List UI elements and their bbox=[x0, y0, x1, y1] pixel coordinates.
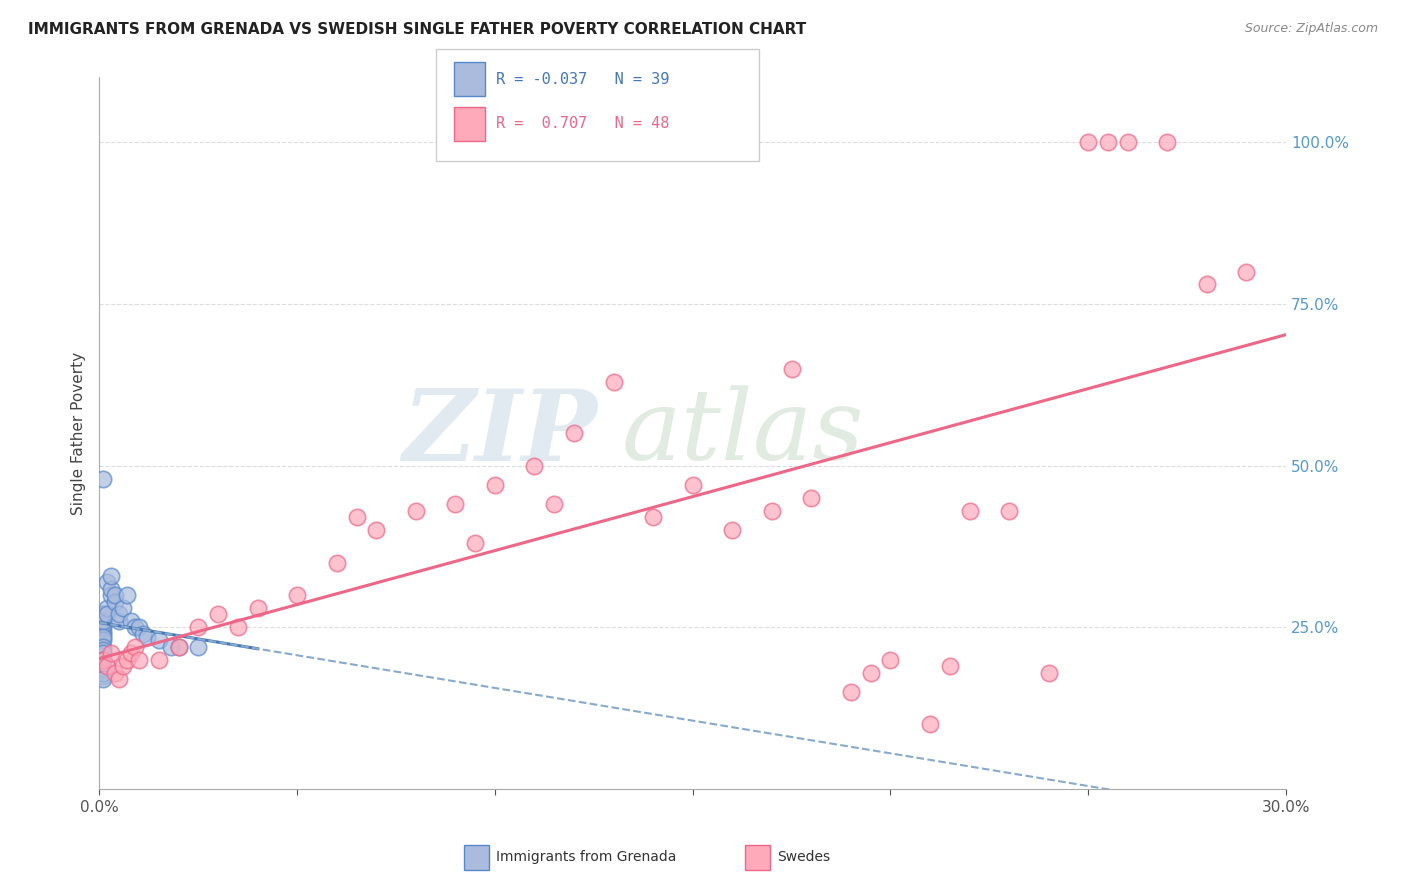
Point bbox=[285, 588, 308, 602]
Point bbox=[444, 498, 467, 512]
Point bbox=[112, 601, 135, 615]
Point bbox=[128, 620, 150, 634]
Point bbox=[93, 672, 115, 686]
Point bbox=[93, 653, 115, 667]
Point bbox=[484, 478, 506, 492]
Point bbox=[104, 665, 127, 680]
Point bbox=[93, 653, 115, 667]
Point bbox=[93, 607, 115, 622]
Point bbox=[523, 458, 546, 473]
Point bbox=[207, 607, 229, 622]
Point bbox=[1195, 277, 1218, 292]
Point bbox=[96, 659, 118, 673]
Point bbox=[1077, 135, 1099, 149]
Point bbox=[108, 614, 131, 628]
Point bbox=[148, 633, 170, 648]
Point bbox=[96, 659, 118, 673]
Point bbox=[682, 478, 704, 492]
Text: Immigrants from Grenada: Immigrants from Grenada bbox=[496, 850, 676, 864]
Point bbox=[918, 717, 941, 731]
Point bbox=[800, 491, 823, 505]
Point bbox=[104, 594, 127, 608]
Point bbox=[93, 472, 115, 486]
Point bbox=[643, 510, 665, 524]
Text: IMMIGRANTS FROM GRENADA VS SWEDISH SINGLE FATHER POVERTY CORRELATION CHART: IMMIGRANTS FROM GRENADA VS SWEDISH SINGL… bbox=[28, 22, 807, 37]
Point bbox=[120, 646, 142, 660]
Point bbox=[405, 504, 427, 518]
Point bbox=[464, 536, 486, 550]
Point bbox=[93, 624, 115, 638]
Point bbox=[602, 375, 624, 389]
Point bbox=[1038, 665, 1060, 680]
Point bbox=[93, 614, 115, 628]
Point bbox=[96, 601, 118, 615]
Point bbox=[115, 653, 138, 667]
Point bbox=[108, 607, 131, 622]
Point bbox=[159, 640, 181, 654]
Point bbox=[246, 601, 269, 615]
Point bbox=[100, 568, 122, 582]
Point bbox=[761, 504, 783, 518]
Point bbox=[562, 426, 585, 441]
Point bbox=[839, 685, 862, 699]
Point bbox=[1097, 135, 1119, 149]
Point bbox=[859, 665, 882, 680]
Point bbox=[93, 669, 115, 683]
Point bbox=[96, 575, 118, 590]
Y-axis label: Single Father Poverty: Single Father Poverty bbox=[72, 351, 86, 515]
Point bbox=[96, 607, 118, 622]
Point bbox=[187, 640, 209, 654]
Point bbox=[346, 510, 368, 524]
Point bbox=[93, 617, 115, 632]
Text: atlas: atlas bbox=[621, 385, 865, 481]
Point bbox=[879, 653, 901, 667]
Point bbox=[93, 663, 115, 677]
Point bbox=[543, 498, 565, 512]
Point bbox=[326, 556, 349, 570]
Point bbox=[1156, 135, 1178, 149]
Point bbox=[108, 672, 131, 686]
Point bbox=[132, 627, 155, 641]
Point bbox=[93, 633, 115, 648]
Point bbox=[100, 646, 122, 660]
Point bbox=[148, 653, 170, 667]
Point bbox=[998, 504, 1021, 518]
Point bbox=[959, 504, 981, 518]
Text: R =  0.707   N = 48: R = 0.707 N = 48 bbox=[496, 117, 669, 131]
Point bbox=[100, 588, 122, 602]
Point bbox=[167, 640, 190, 654]
Point bbox=[1116, 135, 1139, 149]
Point bbox=[124, 620, 146, 634]
Point bbox=[93, 630, 115, 644]
Point bbox=[93, 640, 115, 654]
Point bbox=[93, 665, 115, 680]
Point bbox=[128, 653, 150, 667]
Point bbox=[120, 614, 142, 628]
Point bbox=[124, 640, 146, 654]
Point bbox=[135, 630, 157, 644]
Point bbox=[115, 588, 138, 602]
Point bbox=[93, 646, 115, 660]
Point bbox=[721, 524, 744, 538]
Text: Source: ZipAtlas.com: Source: ZipAtlas.com bbox=[1244, 22, 1378, 36]
Point bbox=[93, 620, 115, 634]
Point bbox=[167, 640, 190, 654]
Text: Swedes: Swedes bbox=[778, 850, 831, 864]
Point bbox=[93, 627, 115, 641]
Text: ZIP: ZIP bbox=[402, 385, 598, 482]
Point bbox=[1234, 264, 1257, 278]
Point bbox=[187, 620, 209, 634]
Point bbox=[780, 361, 803, 376]
Text: R = -0.037   N = 39: R = -0.037 N = 39 bbox=[496, 72, 669, 87]
Point bbox=[939, 659, 962, 673]
Point bbox=[100, 582, 122, 596]
Point bbox=[366, 524, 388, 538]
Point bbox=[112, 659, 135, 673]
Point bbox=[104, 588, 127, 602]
Point bbox=[93, 643, 115, 657]
Point bbox=[226, 620, 249, 634]
